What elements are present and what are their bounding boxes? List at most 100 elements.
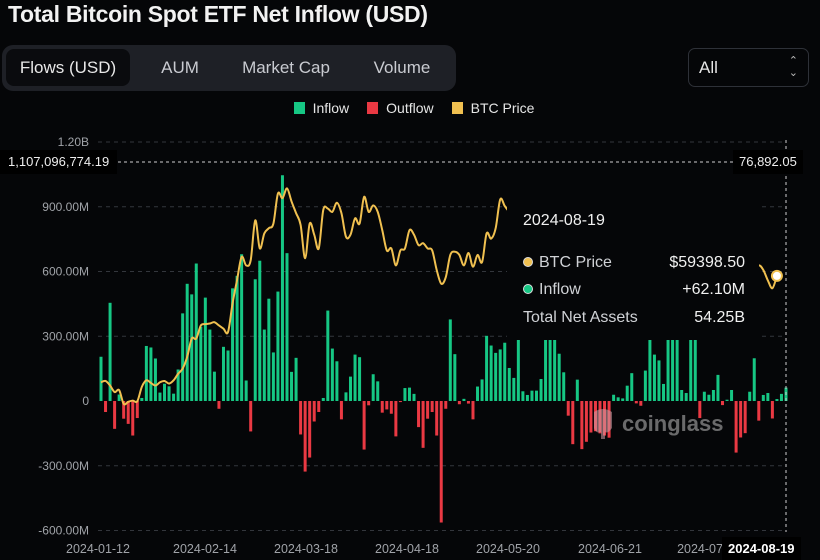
outflow-bar	[734, 401, 738, 453]
y-tick-label: 0	[82, 394, 89, 408]
tooltip: 2024-08-19 BTC Price $59398.50 Inflow +6…	[507, 196, 759, 340]
inflow-bar	[330, 348, 334, 401]
inflow-bar	[262, 329, 266, 401]
inflow-bar	[235, 275, 239, 401]
inflow-bar	[702, 391, 706, 401]
outflow-bar	[339, 401, 343, 420]
inflow-bar	[530, 390, 534, 401]
inflow-bar	[344, 392, 348, 401]
inflow-bar	[503, 342, 507, 401]
outflow-bar	[417, 401, 421, 428]
inflow-bar	[231, 288, 235, 401]
outflow-bar	[380, 401, 384, 413]
page-title: Total Bitcoin Spot ETF Net Inflow (USD)	[8, 1, 428, 27]
tab-market-cap[interactable]: Market Cap	[242, 58, 330, 77]
outflow-bar	[466, 401, 470, 404]
inflow-bar	[512, 377, 516, 401]
inflow-bar	[557, 353, 561, 401]
outflow-bar	[135, 401, 139, 419]
inflow-bar	[258, 260, 262, 401]
tab-volume[interactable]: Volume	[373, 58, 431, 77]
inflow-bar	[99, 356, 103, 401]
inflow-bar	[199, 326, 203, 401]
inflow-bar	[621, 398, 625, 401]
inflow-bar	[675, 334, 679, 401]
inflow-bar	[779, 393, 783, 401]
inflow-bar	[648, 336, 652, 401]
watermark-text: coinglass	[622, 411, 724, 436]
tooltip-label: Inflow	[539, 281, 581, 298]
inflow-bar	[507, 367, 511, 401]
inflow-bar	[448, 319, 452, 401]
outflow-bar	[126, 401, 130, 424]
inflow-bar	[407, 387, 411, 401]
outflow-bar	[249, 401, 253, 432]
inflow-bar	[176, 369, 180, 401]
x-tick-label: 2024-05-20	[476, 542, 540, 556]
outflow-bar	[299, 401, 303, 435]
inflow-bar	[693, 310, 697, 401]
tooltip-label: Total Net Assets	[523, 309, 638, 326]
inflow-bar	[707, 394, 711, 401]
outflow-bar	[421, 401, 425, 448]
inflow-bar	[153, 358, 157, 401]
inflow-bar	[240, 254, 244, 401]
inflow-bar	[489, 345, 493, 401]
inflow-bar	[140, 397, 144, 401]
inflow-bar	[652, 354, 656, 401]
chart-legend: Inflow Outflow BTC Price	[0, 100, 820, 116]
outflow-bar	[580, 401, 584, 450]
inflow-bar	[194, 263, 198, 401]
legend-label: BTC Price	[470, 100, 535, 116]
inflow-bar	[662, 383, 666, 401]
outflow-bar	[639, 401, 643, 406]
btc-price-dot-icon	[523, 257, 533, 267]
inflow-bar	[553, 295, 557, 401]
inflow-bar	[544, 314, 548, 401]
inflow-bar	[326, 310, 330, 401]
outflow-bar	[571, 401, 575, 445]
outflow-bar	[566, 401, 570, 416]
inflow-bar	[657, 360, 661, 401]
inflow-bar	[494, 352, 498, 401]
inflow-bar	[616, 397, 620, 401]
legend-item-btc-price[interactable]: BTC Price	[451, 100, 535, 116]
legend-item-outflow[interactable]: Outflow	[367, 100, 434, 116]
tab-aum[interactable]: AUM	[161, 58, 199, 77]
inflow-bar	[671, 285, 675, 401]
inflow-bar	[167, 386, 171, 401]
inflow-bar	[630, 373, 634, 401]
tooltip-row-inflow: Inflow +62.10M	[523, 281, 745, 299]
outflow-bar	[584, 401, 588, 442]
range-select[interactable]: All ⌃ ⌄	[688, 48, 809, 87]
btc-price-swatch	[451, 102, 463, 114]
inflow-bar	[480, 379, 484, 401]
x-tick-label: 2024-07	[677, 542, 723, 556]
inflow-bar	[208, 329, 212, 401]
inflow-bar	[476, 386, 480, 401]
inflow-bar	[190, 294, 194, 401]
inflow-bar	[453, 354, 457, 401]
inflow-bar	[371, 374, 375, 401]
outflow-bar	[308, 401, 312, 458]
crosshair-right-value: 76,892.05	[733, 150, 803, 174]
inflow-bar	[666, 296, 670, 401]
inflow-bar	[294, 357, 298, 401]
tab-flows[interactable]: Flows (USD)	[6, 49, 130, 86]
y-tick-label: 1.20B	[58, 135, 89, 149]
tooltip-value: +62.10M	[682, 281, 745, 298]
x-tick-label: 2024-02-14	[173, 542, 237, 556]
inflow-bar	[335, 361, 339, 401]
x-tick-label: 2024-06-21	[578, 542, 642, 556]
legend-label: Inflow	[312, 100, 350, 116]
outflow-bar	[426, 401, 430, 419]
range-select-value: All	[699, 58, 718, 77]
inflow-bar	[625, 385, 629, 401]
outflow-bar	[131, 401, 135, 436]
inflow-bar	[752, 358, 756, 401]
inflow-bar	[539, 378, 543, 401]
outflow-bar	[430, 401, 434, 413]
legend-item-inflow[interactable]: Inflow	[293, 100, 350, 116]
inflow-bar	[349, 376, 353, 401]
